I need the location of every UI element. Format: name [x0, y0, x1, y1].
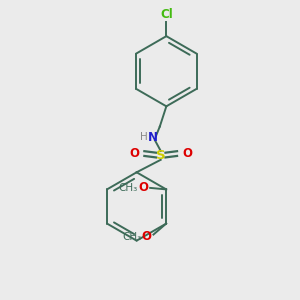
Text: N: N	[148, 131, 158, 144]
Text: S: S	[156, 148, 166, 162]
Text: O: O	[142, 230, 152, 243]
Text: H: H	[140, 132, 148, 142]
Text: Cl: Cl	[160, 8, 173, 21]
Text: O: O	[138, 182, 148, 194]
Text: CH₃: CH₃	[122, 232, 142, 242]
Text: O: O	[182, 147, 192, 160]
Text: CH₃: CH₃	[118, 183, 138, 193]
Text: O: O	[129, 147, 139, 160]
